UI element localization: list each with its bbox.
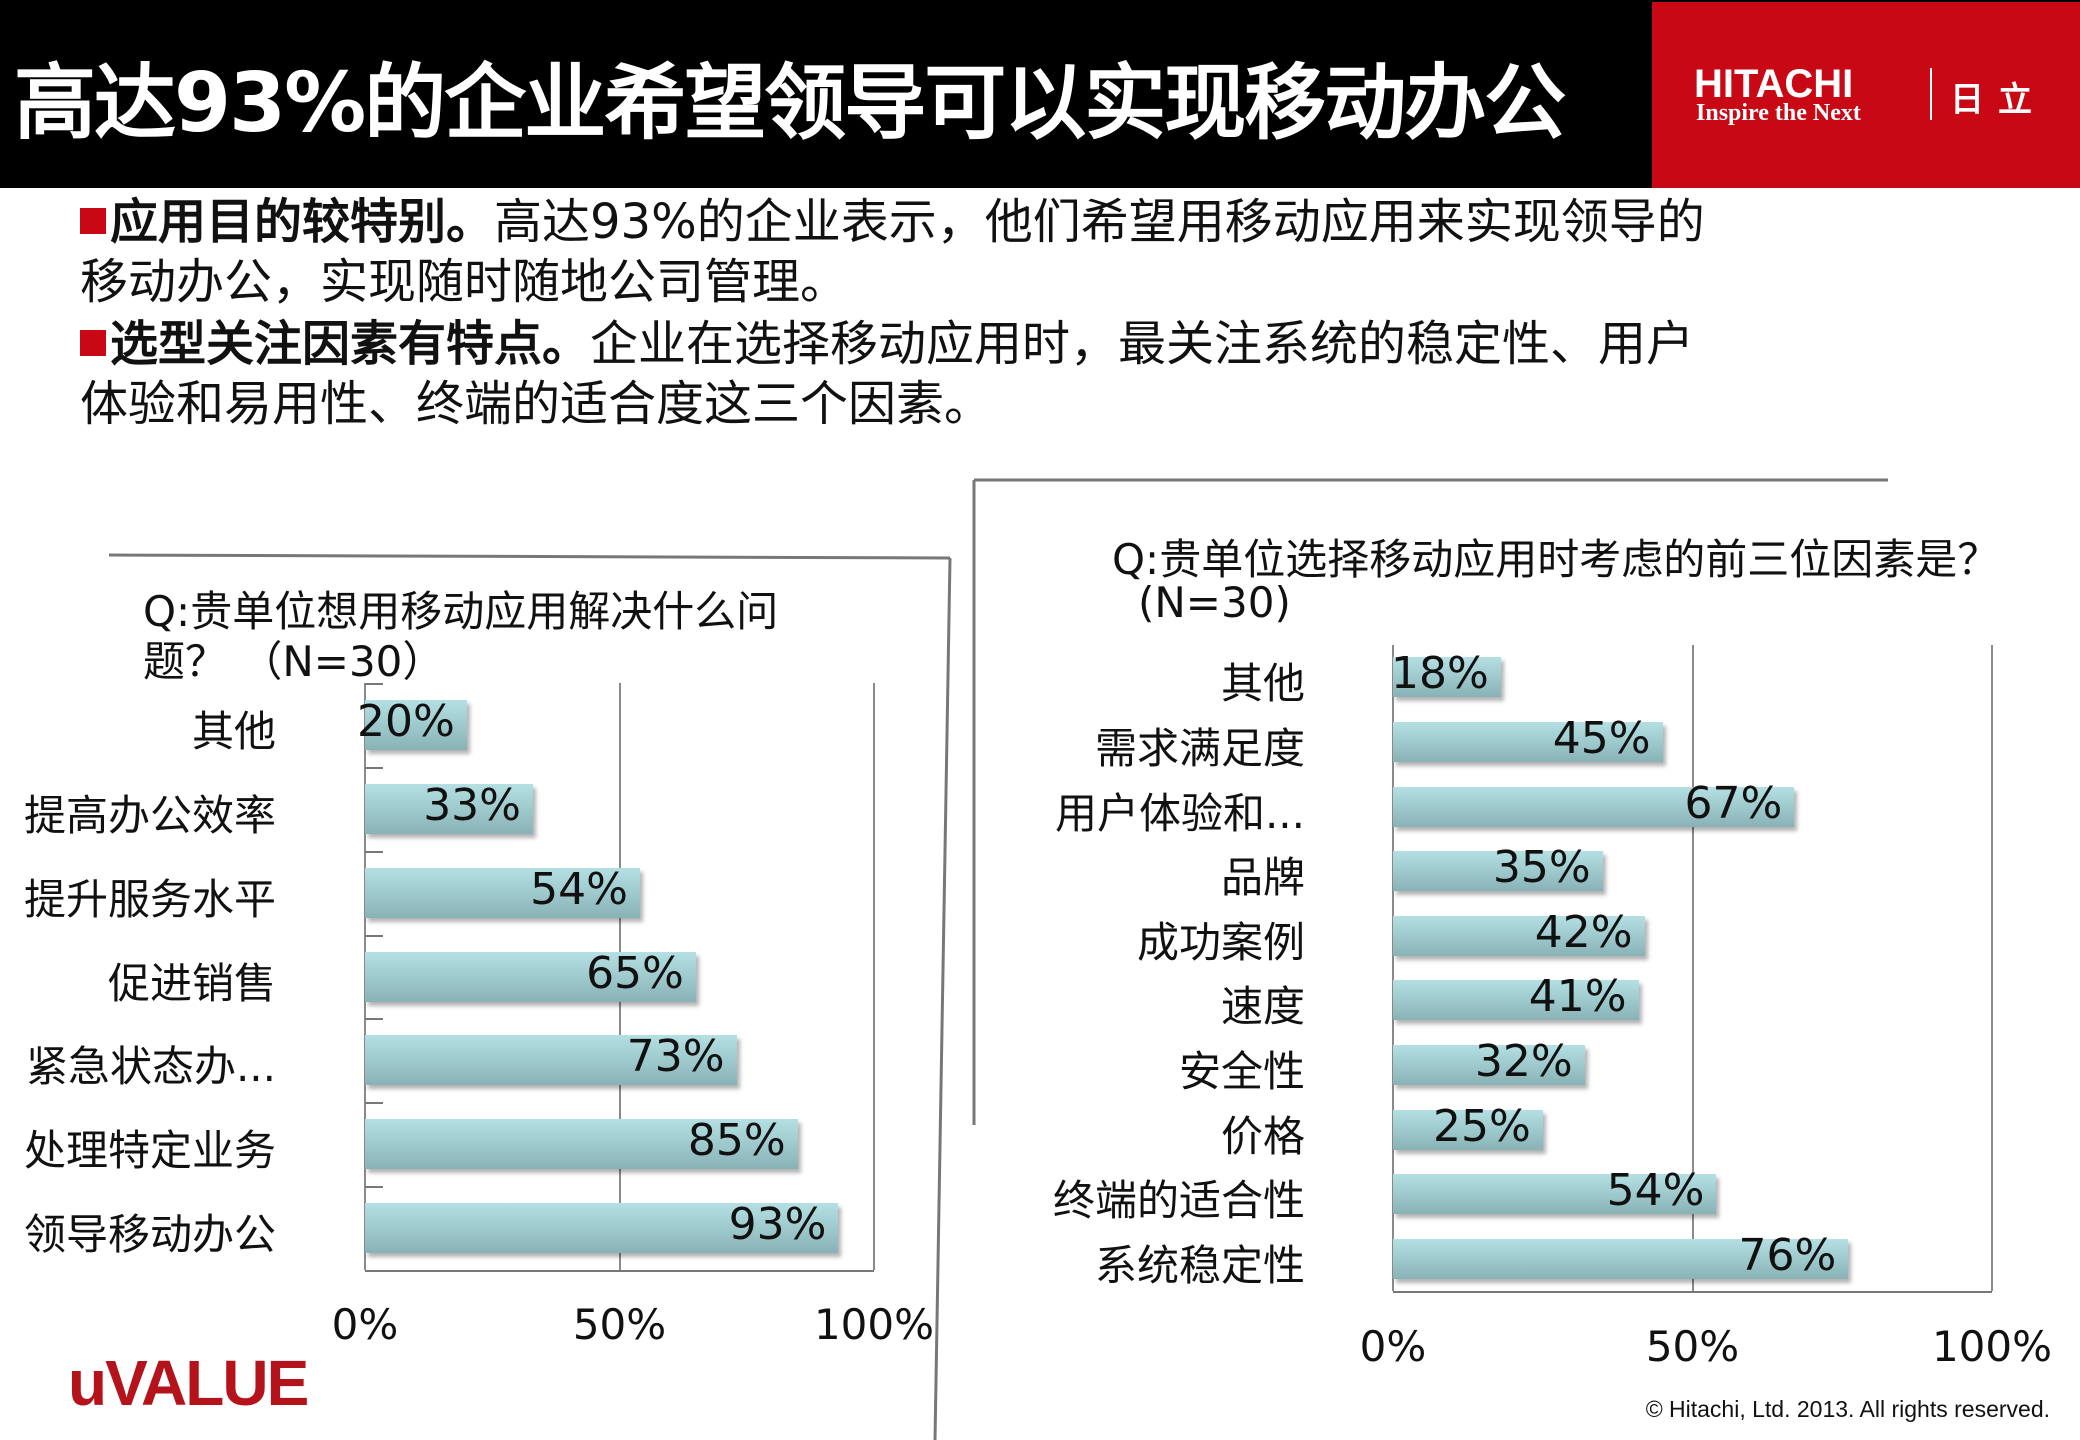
- uvalue-logo: uVALUE: [68, 1347, 309, 1419]
- bar: [1393, 1238, 1849, 1279]
- bullet-square-icon: [80, 208, 106, 234]
- bar: [365, 867, 640, 918]
- category-label: 领导移动办公: [23, 1210, 276, 1260]
- y-tick-mark: [365, 850, 383, 853]
- data-label: 32%: [1474, 1035, 1573, 1087]
- x-tick-label: 0%: [331, 1300, 399, 1349]
- bar: [1393, 657, 1501, 698]
- bar: [365, 951, 696, 1002]
- category-label: 其他: [191, 706, 276, 756]
- category-label: 需求满足度: [1094, 723, 1305, 773]
- bullet-2-heading: 选型关注因素有特点。: [110, 316, 591, 372]
- copyright: © Hitachi, Ltd. 2013. All rights reserve…: [1645, 1396, 2050, 1422]
- data-label: 18%: [1391, 648, 1489, 700]
- left-frame-top: [108, 553, 951, 560]
- category-label: 品牌: [1220, 853, 1305, 903]
- y-tick-mark: [365, 683, 383, 685]
- bar: [1393, 786, 1795, 827]
- bar: [1393, 1044, 1585, 1085]
- bullet-1-continued: 移动办公，实现随时随地公司管理。: [80, 254, 849, 310]
- category-label: 处理特定业务: [23, 1126, 276, 1176]
- category-label: 成功案例: [1136, 917, 1305, 967]
- y-tick-mark: [365, 1270, 383, 1272]
- bar: [365, 783, 533, 834]
- category-label: 促进销售: [107, 958, 276, 1008]
- bullet-1-heading: 应用目的较特别。: [110, 194, 495, 250]
- bullet-1-text: 高达93%的企业表示，他们希望用移动应用来实现领导的: [494, 194, 1705, 250]
- data-label: 85%: [687, 1115, 786, 1167]
- x-axis-line: [365, 1270, 874, 1272]
- category-label: 其他: [1220, 659, 1305, 709]
- bullet-2: 选型关注因素有特点。企业在选择移动应用时，最关注系统的稳定性、用户: [80, 314, 1694, 374]
- data-label: 20%: [357, 695, 455, 747]
- y-tick-mark: [365, 1018, 383, 1021]
- category-label: 提升服务水平: [23, 874, 276, 924]
- y-tick-mark: [365, 934, 383, 937]
- bar: [365, 699, 467, 750]
- x-tick-label: 100%: [813, 1300, 935, 1349]
- data-label: 67%: [1684, 777, 1783, 829]
- page-title: 高达93%的企业希望领导可以实现移动办公: [14, 56, 1566, 151]
- data-label: 25%: [1432, 1100, 1531, 1152]
- category-label: 提高办公效率: [23, 790, 276, 840]
- category-label: 终端的适合性: [1052, 1176, 1305, 1226]
- hitachi-logo: HITACHI Inspire the Next 日立: [1652, 2, 2080, 188]
- bar: [1393, 1109, 1543, 1150]
- bullet-2-continued: 体验和易用性、终端的适合度这三个因素。: [80, 376, 993, 432]
- y-tick-mark: [365, 1186, 383, 1189]
- data-label: 93%: [728, 1199, 827, 1251]
- gridline: [1691, 645, 1694, 1291]
- x-tick-label: 100%: [1931, 1322, 2053, 1371]
- y-axis-line: [1392, 645, 1394, 1291]
- x-axis-line: [1393, 1291, 1992, 1293]
- right-chart-title-line1: Q:贵单位选择移动应用时考虑的前三位因素是？: [1112, 535, 2000, 584]
- x-tick-label: 0%: [1359, 1322, 1427, 1371]
- brand-tagline: Inspire the Next: [1696, 100, 1861, 126]
- data-label: 45%: [1552, 712, 1651, 764]
- bar: [1393, 851, 1603, 892]
- bar: [365, 1203, 839, 1254]
- category-label: 系统稳定性: [1094, 1240, 1305, 1290]
- left-chart-title-line1: Q:贵单位想用移动应用解决什么问: [143, 587, 779, 636]
- data-label: 42%: [1534, 906, 1633, 958]
- bar: [365, 1035, 737, 1086]
- brand-name: HITACHI: [1694, 62, 1854, 106]
- data-label: 65%: [586, 947, 684, 999]
- category-label: 速度: [1220, 982, 1305, 1032]
- bar: [1393, 980, 1639, 1021]
- bullet-2-text: 企业在选择移动应用时，最关注系统的稳定性、用户: [590, 316, 1695, 372]
- right-chart-title-line2: (N=30): [1138, 578, 1291, 627]
- bar: [365, 1119, 798, 1170]
- gridline: [873, 683, 875, 1270]
- bar: [1393, 1174, 1717, 1215]
- y-tick-mark: [365, 1102, 383, 1105]
- gridline: [1991, 645, 1993, 1291]
- bar: [1393, 721, 1663, 762]
- bullet-square-icon: [80, 330, 106, 356]
- bullet-1: 应用目的较特别。高达93%的企业表示，他们希望用移动应用来实现领导的: [80, 192, 1705, 252]
- category-label: 用户体验和...: [1054, 788, 1305, 838]
- data-label: 35%: [1492, 842, 1591, 894]
- x-tick-label: 50%: [572, 1300, 667, 1349]
- x-tick-label: 50%: [1645, 1322, 1740, 1371]
- brand-divider: [1930, 68, 1932, 120]
- y-tick-mark: [365, 766, 383, 769]
- data-label: 54%: [530, 863, 628, 915]
- brand-name-cn: 日立: [1950, 80, 2046, 120]
- category-label: 安全性: [1178, 1046, 1305, 1096]
- data-label: 73%: [626, 1031, 725, 1083]
- category-label: 价格: [1220, 1111, 1305, 1161]
- data-label: 33%: [423, 779, 521, 831]
- category-label: 紧急状态办...: [25, 1042, 276, 1092]
- data-label: 76%: [1738, 1229, 1837, 1281]
- data-label: 54%: [1606, 1165, 1705, 1217]
- data-label: 41%: [1528, 971, 1627, 1023]
- bar: [1393, 915, 1645, 956]
- left-frame-right: [933, 557, 952, 1440]
- left-chart-title-line2: 题？ （N=30）: [143, 637, 445, 686]
